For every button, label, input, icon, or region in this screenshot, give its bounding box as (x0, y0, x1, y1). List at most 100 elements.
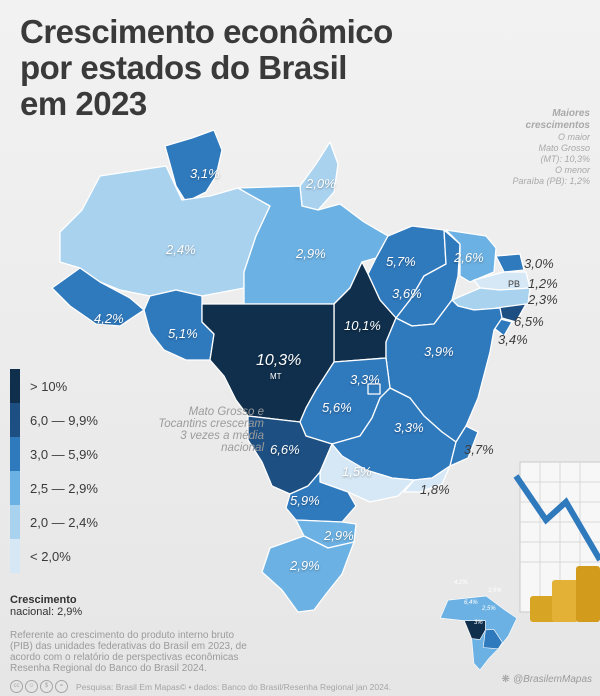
state-PR (285, 471, 357, 523)
legend-swatch (10, 369, 20, 403)
pb-tag: PB (508, 279, 521, 289)
legend-label: > 10% (30, 378, 68, 394)
legend-item: 2,5 — 2,9% (10, 471, 98, 505)
legend-swatch (10, 505, 20, 539)
legend-label: < 2,0% (30, 548, 71, 564)
legend-swatch (10, 539, 20, 573)
note-min-label: O menor (554, 165, 590, 175)
note-heading-1: Maiores (552, 108, 590, 119)
state-value-mt: 10,3% (256, 352, 302, 369)
state-DF (367, 383, 381, 395)
legend-label: 6,0 — 9,9% (30, 412, 98, 428)
state-value-ba: 3,9% (424, 344, 454, 359)
state-RN (495, 253, 525, 273)
note-max-value: (MT): 10,3% (540, 154, 590, 164)
nd-icon: = (55, 680, 68, 693)
coin-stacks (530, 566, 600, 622)
state-ES (449, 425, 479, 467)
page-title: Crescimento econômico por estados do Bra… (20, 14, 393, 122)
state-value-pe: 2,3% (528, 292, 558, 307)
annotation-line-2: Tocantins cresceram (158, 418, 264, 430)
title-line-3: em 2023 (20, 85, 147, 122)
map-annotation: Mato Grosso e Tocantins cresceram 3 veze… (140, 406, 264, 454)
handle-text: @BrasilemMapas (512, 674, 592, 685)
state-value-go: 5,6% (322, 400, 352, 415)
mt-abbrev-label: MT (270, 372, 282, 381)
state-value-mg: 3,3% (394, 420, 424, 435)
legend-label: 2,0 — 2,4% (30, 514, 98, 530)
note-max-state: Mato Grosso (538, 143, 590, 153)
cc-icon: cc (10, 680, 23, 693)
state-RR (164, 129, 223, 203)
legend-item: 3,0 — 5,9% (10, 437, 98, 471)
inset-value: 4,2% (454, 580, 468, 586)
legend-item: 6,0 — 9,9% (10, 403, 98, 437)
inset-map (439, 595, 518, 671)
state-value-ap: 2,0% (306, 176, 336, 191)
legend-item: 2,0 — 2,4% (10, 505, 98, 539)
state-value-pi: 3,6% (392, 286, 422, 301)
national-label: Crescimento (10, 594, 77, 606)
annotation-line-3: 3 vezes a média (180, 430, 264, 442)
note-heading-2: crescimentos (525, 120, 590, 131)
reference-line-1: Referente ao crescimento do produto inte… (10, 630, 235, 641)
note-min-value: Paraíba (PB): 1,2% (512, 176, 590, 186)
title-line-1: Crescimento econômico (20, 13, 393, 50)
inset-value: 3,5% (488, 588, 502, 594)
national-value: nacional: 2,9% (10, 606, 83, 618)
growth-chart-decoration (513, 461, 600, 622)
state-value-ac: 4,2% (94, 311, 124, 326)
nc-icon: $ (40, 680, 53, 693)
legend-swatch (10, 437, 20, 471)
inset-value: 6,4% (464, 600, 478, 606)
state-PA (237, 185, 389, 305)
reference-line-3: acordo com o relatório de perspectivas e… (10, 652, 239, 663)
reference-line-4: Resenha Regional do Banco do Brasil 2024… (10, 663, 207, 674)
state-value-am: 2,4% (166, 242, 196, 257)
legend-swatch (10, 471, 20, 505)
footer: cc ☺ $ = Pesquisa: Brasil Em Mapas© • da… (10, 680, 595, 693)
state-value-to: 10,1% (344, 318, 381, 333)
note-max-label: O maior (557, 132, 590, 142)
state-value-sc: 2,9% (324, 528, 354, 543)
state-value-es: 3,7% (464, 442, 494, 457)
inset-value: 2,5% (482, 606, 496, 612)
state-RJ (403, 465, 451, 493)
title-line-2: por estados do Brasil (20, 49, 347, 86)
state-CE (445, 229, 497, 283)
legend-item: > 10% (10, 369, 98, 403)
state-value-sp: 1,5% (342, 464, 372, 479)
national-growth: Crescimento nacional: 2,9% (10, 594, 82, 618)
by-icon: ☺ (25, 680, 38, 693)
legend-label: 2,5 — 2,9% (30, 480, 98, 496)
state-value-se: 3,4% (498, 332, 528, 347)
state-value-ma: 5,7% (386, 254, 416, 269)
inset-value: 3% (474, 620, 483, 626)
state-value-rn: 3,0% (524, 256, 554, 271)
state-value-al: 6,5% (514, 314, 544, 329)
annotation-line-1: Mato Grosso e (188, 406, 264, 418)
state-value-rr: 3,1% (190, 166, 220, 181)
state-value-ms: 6,6% (270, 442, 300, 457)
state-value-rj: 1,8% (420, 482, 450, 497)
legend-item: < 2,0% (10, 539, 98, 573)
state-RO (143, 289, 215, 361)
state-RS (261, 535, 355, 613)
brazil-logo-icon: ❋ (501, 674, 510, 685)
state-value-pb: 1,2% (528, 276, 558, 291)
state-value-ce: 2,6% (454, 250, 484, 265)
reference-note: Referente ao crescimento do produto inte… (10, 630, 320, 674)
footer-source: Pesquisa: Brasil Em Mapas© • dados: Banc… (76, 681, 391, 692)
state-value-rs: 2,9% (290, 558, 320, 573)
legend-swatch (10, 403, 20, 437)
state-value-df: 3,3% (350, 372, 380, 387)
highlight-note: Maiores crescimentos O maior Mato Grosso… (440, 108, 590, 187)
legend: > 10% 6,0 — 9,9% 3,0 — 5,9% 2,5 — 2,9% 2… (10, 369, 98, 573)
brand-handle: ❋ @BrasilemMapas (502, 674, 592, 685)
legend-label: 3,0 — 5,9% (30, 446, 98, 462)
state-value-pa: 2,9% (296, 246, 326, 261)
state-value-ro: 5,1% (168, 326, 198, 341)
license-icons: cc ☺ $ = (10, 680, 68, 693)
